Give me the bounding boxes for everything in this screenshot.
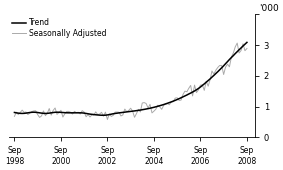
Legend: Trend, Seasonally Adjusted: Trend, Seasonally Adjusted bbox=[12, 18, 107, 38]
Text: '000: '000 bbox=[260, 4, 279, 13]
